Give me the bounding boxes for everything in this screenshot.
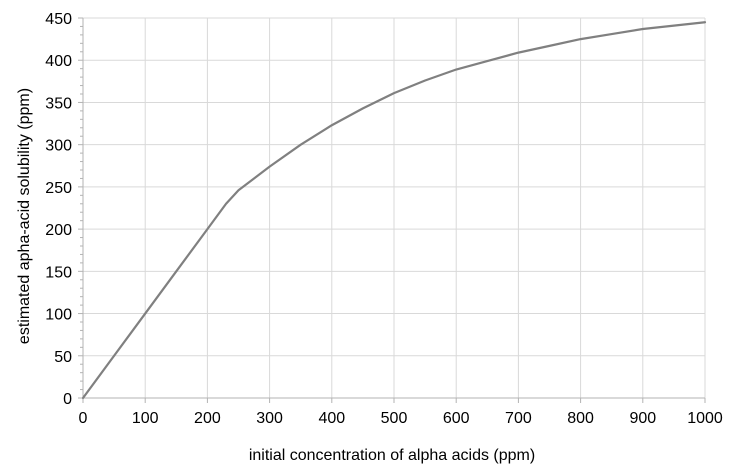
- tick-labels: 0 100 200 300 400 500 600 700 800 900 1000 0 50 100 15…: [45, 11, 723, 427]
- y-tick-label-0: 0: [63, 391, 72, 408]
- x-tick-label-1000: 1000: [687, 410, 723, 427]
- x-tick-label-200: 200: [194, 410, 221, 427]
- x-tick-label-0: 0: [79, 410, 88, 427]
- y-tick-label-450: 450: [45, 11, 72, 28]
- y-tick-label-150: 150: [45, 264, 72, 281]
- y-tick-label-100: 100: [45, 307, 72, 324]
- x-tick-label-800: 800: [567, 410, 594, 427]
- y-tick-label-250: 250: [45, 180, 72, 197]
- y-tick-label-300: 300: [45, 138, 72, 155]
- series-line-0: [81, 21, 707, 400]
- x-tick-label-300: 300: [256, 410, 283, 427]
- x-tick-label-600: 600: [443, 410, 470, 427]
- y-axis-title: estimated apha-acid solubility (ppm): [16, 88, 33, 344]
- x-tick-label-400: 400: [318, 410, 345, 427]
- y-tick-label-200: 200: [45, 222, 72, 239]
- series-layer: [81, 21, 707, 400]
- x-tick-label-500: 500: [381, 410, 408, 427]
- x-tick-label-900: 900: [629, 410, 656, 427]
- y-tick-label-50: 50: [54, 349, 72, 366]
- y-tick-label-350: 350: [45, 95, 72, 112]
- x-axis-title: initial concentration of alpha acids (pp…: [249, 447, 535, 464]
- axes: [78, 17, 706, 403]
- gridlines: [83, 17, 706, 398]
- x-tick-label-700: 700: [505, 410, 532, 427]
- x-tick-label-100: 100: [132, 410, 159, 427]
- y-tick-label-400: 400: [45, 53, 72, 70]
